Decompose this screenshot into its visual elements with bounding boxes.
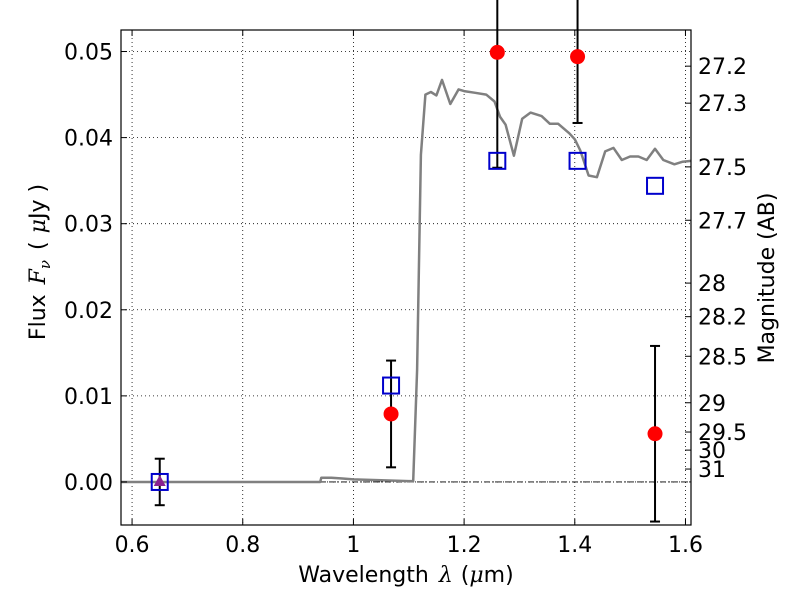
magnitude-tick-label: 29 [698,392,726,417]
magnitude-axis-label: Magnitude (AB) [755,193,780,364]
model-flux-square [488,151,507,170]
model-flux-square [150,472,169,491]
y-tick-label: 0.03 [64,213,113,238]
model-flux-square [646,176,665,195]
model-spectrum-line [121,78,692,484]
x-tick-label: 1 [346,533,360,558]
x-axis-label: Wavelength λ (μm) [298,563,513,588]
magnitude-tick-label: 27.3 [698,92,747,117]
observed-flux-point [489,44,505,60]
y-axis-label: FluxFν(μJy ) [26,184,54,340]
magnitude-tick-label: 28.2 [698,306,747,331]
grid-lines [121,30,691,525]
x-tick-label: 1.2 [447,533,482,558]
plot-area [121,0,692,523]
observed-flux-point [383,406,399,422]
magnitude-tick-label: 28.5 [698,345,747,370]
triangle-marker [153,474,166,486]
x-tick-label: 1.4 [557,533,592,558]
x-tick-label: 0.6 [115,533,150,558]
magnitude-tick-label: 31 [698,458,726,483]
y-tick-label: 0.02 [64,299,113,324]
observed-flux-point [570,49,586,65]
y-tick-label: 0.01 [64,385,113,410]
plot-frame [120,29,692,526]
x-tick-label: 1.6 [668,533,703,558]
y-tick-label: 0.05 [64,41,113,66]
magnitude-tick-label: 30 [698,439,726,464]
x-axis-ticks: 0.6 0.8 1 1.2 1.4 1.6 [115,30,703,558]
observed-flux-point [647,426,663,442]
magnitude-tick-label: 28 [698,272,726,297]
magnitude-tick-label: 29.5 [698,421,747,446]
magnitude-tick-label: 27.2 [698,55,747,80]
magnitude-tick-label: 27.7 [698,209,747,234]
model-flux-square [382,376,401,395]
y-axis-ticks: 0.00 0.01 0.02 0.03 0.04 0.05 [64,41,127,496]
y-tick-label: 0.00 [64,471,113,496]
x-tick-label: 0.8 [225,533,260,558]
y-tick-label: 0.04 [64,127,113,152]
magnitude-tick-label: 27.5 [698,156,747,181]
model-flux-square [568,151,587,170]
